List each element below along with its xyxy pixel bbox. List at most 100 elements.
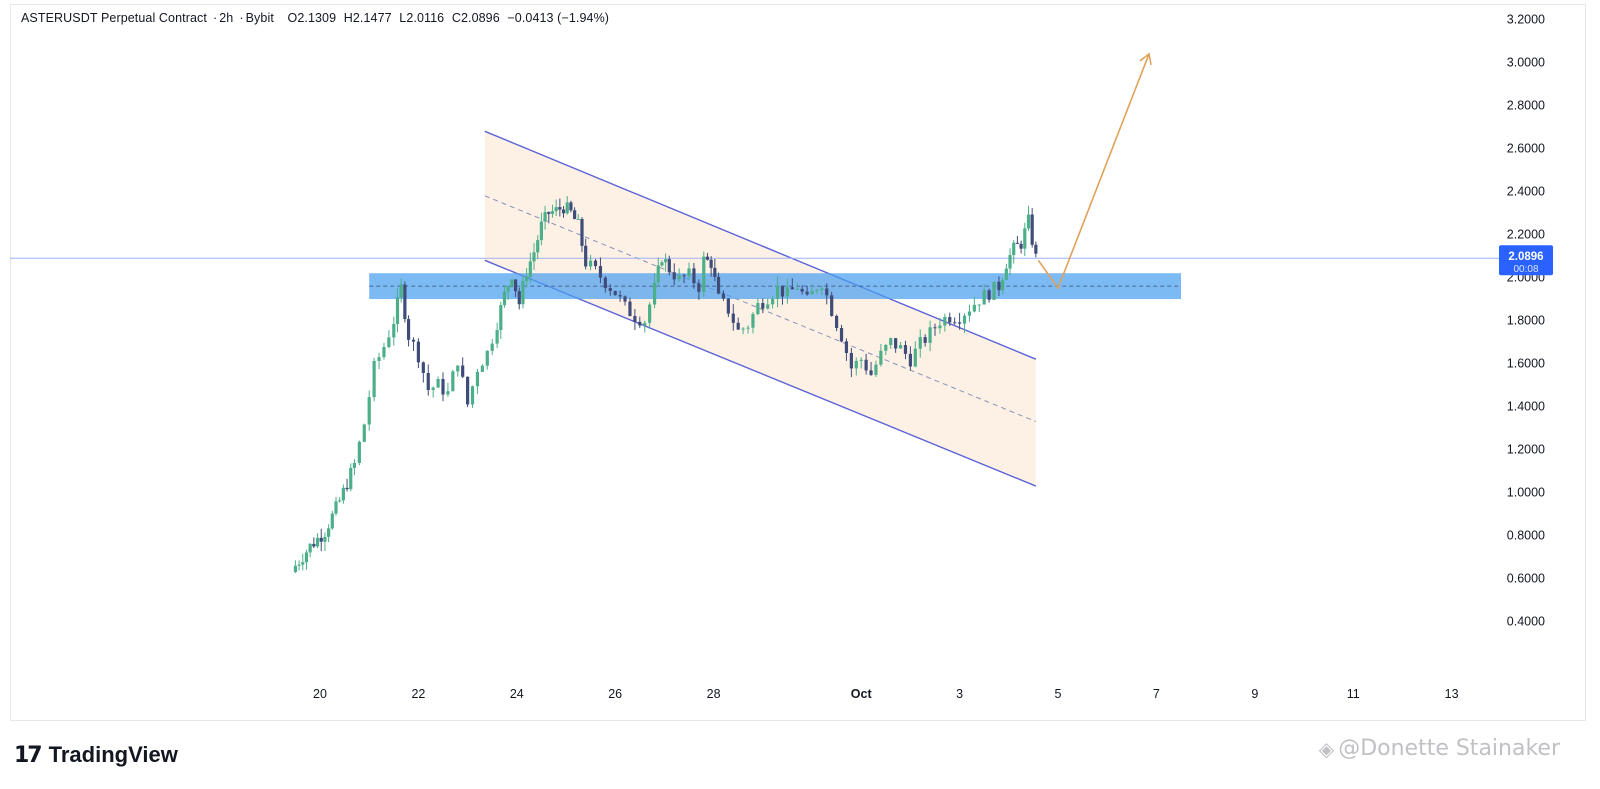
candle[interactable]	[839, 328, 844, 342]
candle[interactable]	[446, 391, 450, 395]
candle[interactable]	[466, 376, 470, 405]
candle[interactable]	[334, 501, 338, 514]
candle[interactable]	[697, 283, 701, 292]
candle[interactable]	[315, 537, 320, 547]
candle[interactable]	[815, 289, 819, 291]
candle[interactable]	[506, 286, 510, 292]
candle[interactable]	[436, 379, 440, 388]
candle[interactable]	[330, 513, 334, 529]
candle[interactable]	[543, 212, 547, 222]
candle[interactable]	[687, 268, 691, 277]
candle[interactable]	[628, 301, 632, 317]
candle[interactable]	[411, 339, 416, 342]
interval[interactable]: 2h	[219, 11, 234, 25]
candle[interactable]	[470, 386, 475, 405]
candle[interactable]	[618, 295, 622, 297]
candle[interactable]	[613, 290, 617, 296]
candle[interactable]	[751, 314, 755, 328]
candle[interactable]	[830, 295, 834, 316]
candle[interactable]	[780, 285, 785, 297]
candle[interactable]	[864, 359, 868, 371]
candle[interactable]	[638, 321, 642, 326]
candle[interactable]	[539, 221, 543, 241]
candle[interactable]	[962, 315, 967, 324]
candle[interactable]	[1004, 268, 1008, 281]
candle[interactable]	[395, 297, 400, 324]
candle[interactable]	[923, 337, 927, 343]
current-price-label-bg[interactable]	[1499, 245, 1553, 276]
candle[interactable]	[677, 275, 681, 280]
candle[interactable]	[771, 298, 775, 305]
candle[interactable]	[576, 218, 580, 220]
candle[interactable]	[485, 350, 489, 366]
candle[interactable]	[406, 319, 411, 340]
symbol-name[interactable]: ASTERUSDT Perpetual Contract	[21, 11, 207, 25]
candle[interactable]	[573, 210, 577, 220]
candle[interactable]	[304, 552, 309, 563]
candle[interactable]	[721, 293, 726, 299]
candle[interactable]	[810, 290, 814, 295]
candle[interactable]	[652, 282, 657, 305]
candle[interactable]	[403, 284, 407, 320]
candle[interactable]	[1023, 228, 1027, 249]
candle[interactable]	[416, 341, 420, 363]
candle[interactable]	[741, 328, 745, 330]
candle[interactable]	[731, 313, 735, 323]
candle[interactable]	[319, 537, 323, 542]
candle[interactable]	[421, 362, 425, 373]
candle[interactable]	[1015, 242, 1020, 244]
candle[interactable]	[992, 281, 996, 300]
candle[interactable]	[825, 288, 829, 296]
candle[interactable]	[362, 424, 366, 442]
candle[interactable]	[499, 305, 503, 331]
candle[interactable]	[933, 327, 937, 329]
candle[interactable]	[598, 266, 603, 278]
candle[interactable]	[849, 352, 853, 369]
candle[interactable]	[589, 260, 593, 267]
candle[interactable]	[761, 303, 765, 309]
candle[interactable]	[800, 288, 804, 292]
candle[interactable]	[648, 304, 652, 323]
candle[interactable]	[399, 284, 403, 298]
candle[interactable]	[938, 325, 942, 329]
candle[interactable]	[1001, 280, 1005, 291]
candle[interactable]	[349, 467, 353, 490]
candle[interactable]	[532, 252, 536, 262]
candle[interactable]	[387, 337, 391, 348]
candle[interactable]	[308, 543, 312, 553]
candle[interactable]	[736, 322, 740, 330]
candle[interactable]	[297, 564, 301, 566]
candle[interactable]	[426, 372, 430, 390]
candle[interactable]	[323, 536, 327, 542]
candle[interactable]	[377, 357, 381, 361]
candle[interactable]	[894, 338, 898, 349]
candle[interactable]	[441, 379, 445, 395]
candle[interactable]	[795, 288, 799, 290]
candle[interactable]	[643, 322, 647, 326]
candle[interactable]	[357, 441, 361, 464]
candle[interactable]	[345, 487, 349, 490]
candle[interactable]	[475, 371, 480, 387]
candle[interactable]	[550, 211, 555, 214]
candle[interactable]	[338, 500, 342, 502]
candle[interactable]	[672, 272, 676, 280]
candle[interactable]	[554, 207, 558, 212]
candle[interactable]	[584, 245, 588, 267]
candle[interactable]	[879, 350, 883, 365]
candle[interactable]	[521, 281, 525, 305]
candle[interactable]	[785, 287, 789, 297]
candle[interactable]	[1008, 255, 1012, 269]
candle[interactable]	[1026, 214, 1031, 229]
candle[interactable]	[775, 285, 780, 299]
candle[interactable]	[713, 267, 717, 277]
candle[interactable]	[565, 202, 569, 214]
candle[interactable]	[536, 240, 540, 253]
candle[interactable]	[854, 360, 858, 369]
candle[interactable]	[692, 268, 696, 284]
projection-path[interactable]	[1037, 53, 1150, 290]
candle[interactable]	[367, 397, 371, 425]
candle[interactable]	[608, 288, 612, 291]
candle[interactable]	[513, 279, 518, 292]
candle[interactable]	[431, 387, 435, 390]
